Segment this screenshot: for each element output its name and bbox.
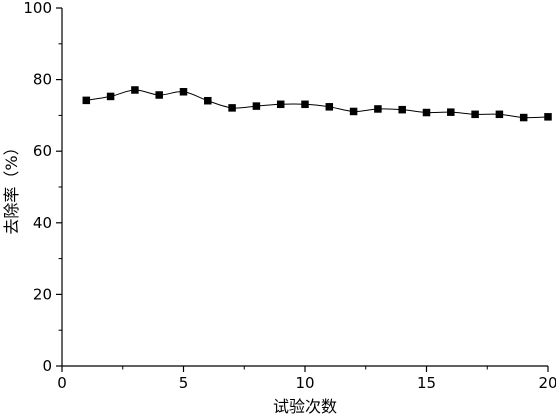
- tick-labels: 0 5 10 15 20 0 20 40 60 80 100: [23, 0, 556, 392]
- x-tick-label: 20: [538, 374, 556, 392]
- data-point-marker: [447, 108, 455, 116]
- data-point-marker: [155, 91, 163, 99]
- data-point-marker: [495, 110, 504, 119]
- data-point-marker: [131, 86, 139, 94]
- data-point-marker: [82, 96, 91, 105]
- y-tick-label: 40: [33, 214, 52, 232]
- data-point-marker: [252, 102, 261, 110]
- x-tick-label: 5: [179, 374, 189, 392]
- y-axis-title: 去除率（%）: [2, 139, 21, 234]
- data-point-marker: [519, 113, 528, 122]
- x-tick-label: 15: [417, 374, 436, 392]
- data-point-marker: [276, 100, 285, 109]
- axes: [61, 8, 548, 367]
- y-tick-label: 60: [33, 142, 52, 160]
- x-tick-label: 10: [295, 374, 314, 392]
- data-point-marker: [471, 110, 479, 119]
- data-point-marker: [544, 113, 552, 121]
- y-tick-label: 100: [23, 0, 52, 17]
- x-axis-title: 试验次数: [273, 397, 337, 416]
- ticks: [56, 7, 549, 372]
- data-point-marker: [325, 103, 334, 111]
- data-point-marker: [422, 108, 431, 117]
- x-tick-label: 0: [57, 374, 67, 392]
- data-point-marker: [228, 104, 236, 112]
- y-tick-label: 0: [42, 357, 52, 375]
- y-tick-label: 20: [33, 285, 52, 303]
- data-point-marker: [204, 96, 212, 105]
- data-point-marker: [179, 88, 188, 96]
- data-point-marker: [106, 92, 115, 101]
- data-point-marker: [301, 100, 309, 109]
- y-tick-label: 80: [33, 71, 52, 89]
- data-point-marker: [349, 107, 358, 116]
- data-point-marker: [398, 105, 406, 114]
- axis-titles: 试验次数 去除率（%）: [2, 139, 337, 416]
- series: [82, 86, 552, 122]
- data-point-marker: [374, 105, 382, 113]
